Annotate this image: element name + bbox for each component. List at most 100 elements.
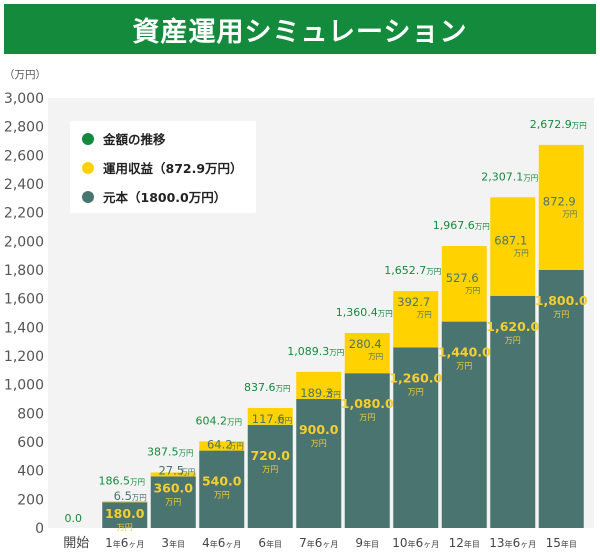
principal-value-label: 180.0	[105, 506, 145, 521]
bar-principal	[441, 321, 487, 528]
legend-item-yield: 運用収益（872.9万円）	[82, 158, 243, 177]
x-tick-label: 開始	[63, 536, 89, 551]
y-tick-label: 600	[17, 435, 44, 451]
total-value-label: 1,652.7万円	[384, 264, 441, 277]
y-tick-label: 1,600	[4, 292, 44, 308]
bar-yield	[102, 501, 148, 503]
y-axis-label: （万円）	[4, 69, 46, 81]
yield-unit-label: 万円	[368, 352, 383, 361]
y-tick-label: 400	[17, 464, 44, 480]
y-tick-label: 2,000	[4, 234, 44, 250]
bar-principal	[344, 373, 390, 528]
total-value-label: 2,307.1万円	[481, 170, 538, 183]
legend: 金額の推移 運用収益（872.9万円） 元本（1800.0万円）	[70, 121, 256, 213]
yield-unit-label: 万円	[132, 493, 147, 502]
y-tick-label: 2,400	[4, 177, 44, 193]
principal-value-label: 1,260.0	[389, 370, 442, 385]
yield-value-label: 392.7	[397, 295, 430, 309]
principal-value-label: 1,620.0	[486, 319, 539, 334]
yield-unit-label: 万円	[277, 416, 292, 425]
bar-principal	[150, 476, 196, 528]
yield-value-label: 64.2	[207, 438, 233, 452]
principal-unit-label: 万円	[359, 413, 375, 422]
page-title: 資産運用シミュレーション	[132, 16, 468, 48]
yield-value-label: 527.6	[446, 271, 479, 285]
principal-value-label: 1,440.0	[438, 345, 491, 360]
yield-value-label: 687.1	[494, 234, 527, 248]
principal-unit-label: 万円	[214, 491, 230, 500]
principal-value-label: 360.0	[153, 480, 193, 495]
x-tick-label: 9年目	[355, 536, 379, 550]
yield-unit-label: 万円	[326, 390, 341, 399]
total-value-label: 1,089.3万円	[287, 345, 344, 358]
yield-value-label: 27.5	[158, 463, 184, 477]
bar-principal	[296, 399, 342, 528]
x-tick-label: 13年6ヶ月	[489, 536, 536, 550]
principal-unit-label: 万円	[456, 362, 472, 371]
legend-label-principal: 元本（1800.0万円）	[103, 190, 227, 205]
x-tick-label: 1年6ヶ月	[105, 536, 144, 550]
yield-value-label: 872.9	[543, 194, 576, 208]
bar-principal	[538, 270, 584, 528]
x-tick-label: 7年6ヶ月	[299, 536, 338, 550]
title-banner: 資産運用シミュレーション	[4, 4, 596, 54]
bar-yield	[490, 197, 536, 296]
principal-unit-label: 万円	[505, 336, 521, 345]
yield-unit-label: 万円	[417, 310, 432, 319]
legend-dot-total	[82, 132, 94, 145]
x-tick-label: 6年目	[258, 536, 282, 550]
y-tick-label: 800	[17, 406, 44, 422]
yield-unit-label: 万円	[562, 209, 577, 218]
total-value-label: 2,672.9万円	[530, 118, 587, 131]
total-value-label: 387.5万円	[147, 445, 194, 458]
principal-value-label: 900.0	[299, 422, 339, 437]
yield-value-label: 280.4	[349, 337, 382, 351]
principal-unit-label: 万円	[165, 497, 181, 506]
bar-yield	[344, 333, 390, 374]
bar-principal	[393, 347, 439, 528]
legend-dot-yield	[82, 161, 94, 174]
total-value-label: 604.2万円	[196, 414, 243, 427]
total-value-label: 1,360.4万円	[336, 306, 393, 319]
bar-principal	[247, 424, 293, 528]
x-tick-label: 12年目	[449, 536, 480, 550]
principal-value-label: 1,800.0	[535, 293, 588, 308]
x-tick-label: 10年6ヶ月	[392, 536, 439, 550]
total-value-label: 0.0	[65, 512, 83, 525]
total-value-label: 1,967.6万円	[433, 219, 490, 232]
bar-yield	[199, 441, 245, 451]
x-tick-label: 15年目	[546, 536, 577, 550]
total-value-label: 186.5万円	[99, 474, 146, 487]
yield-value-label: 117.6	[252, 412, 285, 426]
y-tick-label: 1,200	[4, 349, 44, 365]
yield-unit-label: 万円	[465, 286, 480, 295]
legend-item-principal: 元本（1800.0万円）	[82, 187, 226, 206]
principal-unit-label: 万円	[408, 387, 424, 396]
y-tick-label: 1,400	[4, 320, 44, 336]
principal-value-label: 1,080.0	[341, 396, 394, 411]
bar-yield	[441, 245, 487, 322]
legend-dot-principal	[82, 190, 94, 203]
principal-unit-label: 万円	[262, 465, 278, 474]
bar-yield	[150, 472, 196, 477]
x-tick-label: 3年目	[161, 536, 185, 550]
yield-unit-label: 万円	[514, 249, 529, 258]
yield-unit-label: 万円	[229, 442, 244, 451]
y-tick-label: 1,800	[4, 263, 44, 279]
bar-principal	[199, 450, 245, 528]
x-tick-label: 4年6ヶ月	[202, 536, 241, 550]
y-tick-label: 2,200	[4, 206, 44, 222]
bar-yield	[538, 144, 584, 270]
principal-value-label: 720.0	[250, 448, 290, 463]
legend-item-total: 金額の推移	[82, 129, 166, 148]
bar-yield	[296, 371, 342, 399]
yield-value-label: 6.5	[114, 489, 132, 503]
legend-label-yield: 運用収益（872.9万円）	[103, 161, 243, 176]
y-tick-label: 2,600	[4, 148, 44, 164]
principal-unit-label: 万円	[553, 310, 569, 319]
bar-principal	[102, 502, 148, 528]
principal-unit-label: 万円	[311, 439, 327, 448]
y-tick-label: 200	[17, 492, 44, 508]
y-tick-label: 2,800	[4, 120, 44, 136]
